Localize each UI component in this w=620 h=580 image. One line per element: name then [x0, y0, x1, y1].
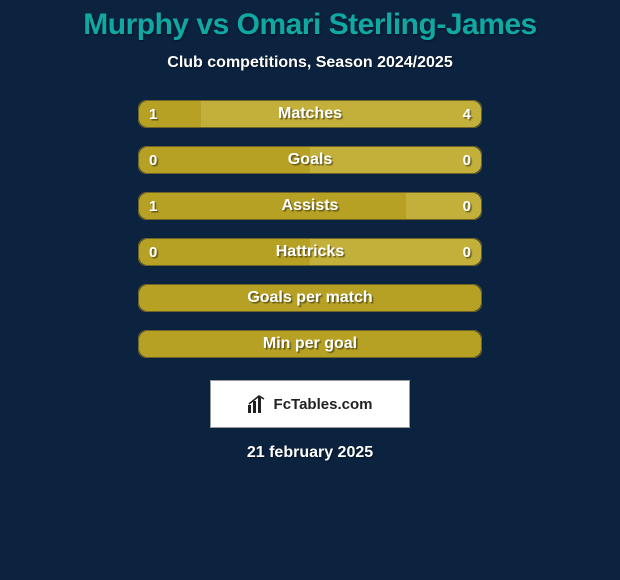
- date-label: 21 february 2025: [247, 444, 373, 462]
- stat-bar-fill: [139, 331, 481, 357]
- stat-row: 00Goals: [138, 146, 482, 174]
- stat-row: 10Assists: [138, 192, 482, 220]
- stat-bar: 00Hattricks: [138, 238, 482, 266]
- stat-row: Goals per match: [138, 284, 482, 312]
- stat-bar: 00Goals: [138, 146, 482, 174]
- stat-bar: 10Assists: [138, 192, 482, 220]
- stat-value-left: 0: [139, 147, 167, 173]
- logo-text: FcTables.com: [274, 396, 373, 413]
- stat-value-right: 4: [453, 101, 481, 127]
- stat-row: 00Hattricks: [138, 238, 482, 266]
- stat-row: 14Matches: [138, 100, 482, 128]
- page-subtitle: Club competitions, Season 2024/2025: [167, 54, 452, 72]
- stat-row: Min per goal: [138, 330, 482, 358]
- stat-value-left: 1: [139, 101, 167, 127]
- stat-bar: Goals per match: [138, 284, 482, 312]
- stat-value-left: 0: [139, 239, 167, 265]
- comparison-card: Murphy vs Omari Sterling-James Club comp…: [0, 0, 620, 580]
- stat-value-right: 0: [453, 239, 481, 265]
- page-title: Murphy vs Omari Sterling-James: [83, 8, 537, 42]
- stat-value-right: 0: [453, 147, 481, 173]
- stat-bar-fill: [139, 285, 481, 311]
- stat-bar: 14Matches: [138, 100, 482, 128]
- stat-bar-right: [201, 101, 481, 127]
- stat-value-right: 0: [453, 193, 481, 219]
- stat-bar: Min per goal: [138, 330, 482, 358]
- logo-badge[interactable]: FcTables.com: [210, 380, 410, 428]
- fctables-icon: [248, 395, 268, 413]
- stats-rows: 14Matches00Goals10Assists00HattricksGoal…: [138, 100, 482, 376]
- stat-bar-left: [139, 193, 406, 219]
- stat-value-left: 1: [139, 193, 167, 219]
